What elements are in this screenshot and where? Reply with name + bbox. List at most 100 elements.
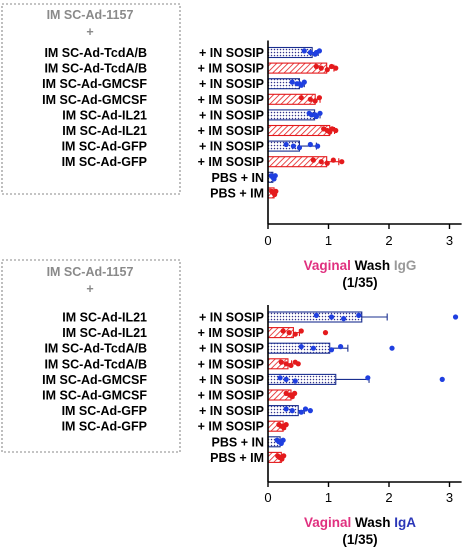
- group-box: [1, 3, 181, 195]
- data-point: [389, 345, 395, 351]
- data-point: [312, 112, 318, 118]
- data-point: [328, 63, 335, 70]
- data-point: [290, 143, 297, 149]
- category-label-vector: IM SC-Ad-IL21: [62, 326, 147, 340]
- data-point: [328, 314, 335, 320]
- data-point: [322, 330, 329, 336]
- data-point: [286, 330, 292, 336]
- title-part: IgA: [391, 515, 417, 530]
- data-point: [292, 378, 298, 384]
- category-label-vector: IM SC-Ad-GMCSF: [42, 77, 147, 91]
- panel-igg: IM SC-Ad-1157 + IM SC-Ad-TcdA/B + IN SOSIP I…: [1, 3, 462, 290]
- data-point: [328, 347, 335, 353]
- data-point: [310, 157, 316, 163]
- category-label-route: PBS + IM: [210, 186, 264, 200]
- data-point: [298, 409, 304, 415]
- data-point: [307, 96, 313, 102]
- category-label-vector: IM SC-Ad-GMCSF: [42, 93, 147, 107]
- data-point: [302, 406, 309, 412]
- category-label-route: + IM SOSIP: [198, 420, 264, 434]
- data-point: [288, 362, 294, 368]
- category-label-route: + IM SOSIP: [198, 124, 264, 138]
- data-point: [280, 328, 286, 334]
- x-tick-label: 1: [325, 233, 332, 248]
- category-label-vector: IM SC-Ad-GFP: [62, 404, 147, 418]
- data-point: [315, 143, 321, 149]
- data-point: [283, 361, 289, 367]
- category-label-route: + IM SOSIP: [198, 93, 264, 107]
- data-point: [283, 406, 289, 412]
- category-label-vector: IM SC-Ad-GFP: [62, 420, 147, 434]
- data-point: [278, 359, 284, 365]
- category-label-vector: IM SC-Ad-IL21: [62, 311, 147, 325]
- x-axis-title: Vaginal Wash IgG: [304, 258, 417, 273]
- data-point: [283, 376, 289, 382]
- x-tick-label: 3: [446, 490, 453, 505]
- data-point: [298, 344, 304, 350]
- data-point: [298, 328, 304, 334]
- data-point: [341, 316, 347, 322]
- x-axis-subtitle: (1/35): [342, 532, 377, 547]
- category-label-vector: IM SC-Ad-GFP: [62, 140, 147, 154]
- data-point: [296, 145, 303, 151]
- category-label-vector: IM SC-Ad-TcdA/B: [44, 62, 147, 76]
- data-point: [271, 190, 277, 196]
- data-point: [292, 331, 298, 337]
- title-part: Wash: [351, 515, 390, 530]
- data-point: [316, 95, 323, 101]
- data-point: [307, 408, 313, 414]
- data-point: [301, 48, 307, 54]
- data-point: [339, 159, 345, 165]
- data-point: [313, 312, 319, 318]
- data-point: [308, 112, 315, 118]
- category-label-route: + IN SOSIP: [199, 311, 264, 325]
- data-point: [280, 423, 286, 429]
- group-header-plus: +: [86, 282, 93, 296]
- data-point: [307, 141, 313, 148]
- data-point: [365, 375, 371, 381]
- data-point: [270, 174, 276, 180]
- data-point: [310, 345, 316, 351]
- data-point: [307, 49, 313, 56]
- group-header: IM SC-Ad-1157: [47, 265, 134, 279]
- data-point: [278, 454, 284, 460]
- data-point: [333, 127, 339, 134]
- data-point: [313, 63, 319, 70]
- data-point: [301, 79, 307, 85]
- data-point: [324, 67, 330, 73]
- category-label-vector: IM SC-Ad-IL21: [62, 124, 147, 138]
- category-label-route: + IM SOSIP: [198, 357, 264, 371]
- data-point: [296, 81, 303, 87]
- data-point: [295, 361, 301, 367]
- group-header: IM SC-Ad-1157: [47, 8, 134, 22]
- category-label-route: + IN SOSIP: [199, 77, 264, 91]
- data-point: [312, 98, 318, 104]
- data-point: [277, 439, 283, 445]
- panel-iga: IM SC-Ad-1157 + IM SC-Ad-IL21 + IN SOSIP IM …: [1, 259, 462, 547]
- data-point: [298, 95, 304, 101]
- data-point: [288, 392, 294, 398]
- data-point: [333, 65, 339, 71]
- category-label-vector: IM SC-Ad-TcdA/B: [44, 46, 147, 60]
- data-point: [283, 141, 289, 148]
- x-tick-label: 2: [385, 490, 392, 505]
- data-point: [317, 110, 323, 116]
- category-label-route: + IN SOSIP: [199, 373, 264, 387]
- category-label-route: + IN SOSIP: [199, 404, 264, 418]
- x-tick-label: 2: [385, 233, 392, 248]
- category-label-route: PBS + IM: [210, 451, 264, 465]
- data-point: [439, 376, 445, 382]
- category-label-route: + IN SOSIP: [199, 46, 264, 60]
- data-point: [324, 160, 330, 166]
- x-tick-label: 3: [446, 233, 453, 248]
- category-label-route: + IN SOSIP: [199, 342, 264, 356]
- data-point: [318, 159, 324, 165]
- x-axis-subtitle: (1/35): [342, 275, 377, 290]
- bar: [267, 124, 331, 137]
- title-part: IgG: [390, 258, 416, 273]
- data-point: [330, 157, 336, 163]
- x-tick-label: 0: [264, 233, 271, 248]
- category-label-route: + IM SOSIP: [198, 62, 264, 76]
- category-label-vector: IM SC-Ad-GMCSF: [42, 373, 147, 387]
